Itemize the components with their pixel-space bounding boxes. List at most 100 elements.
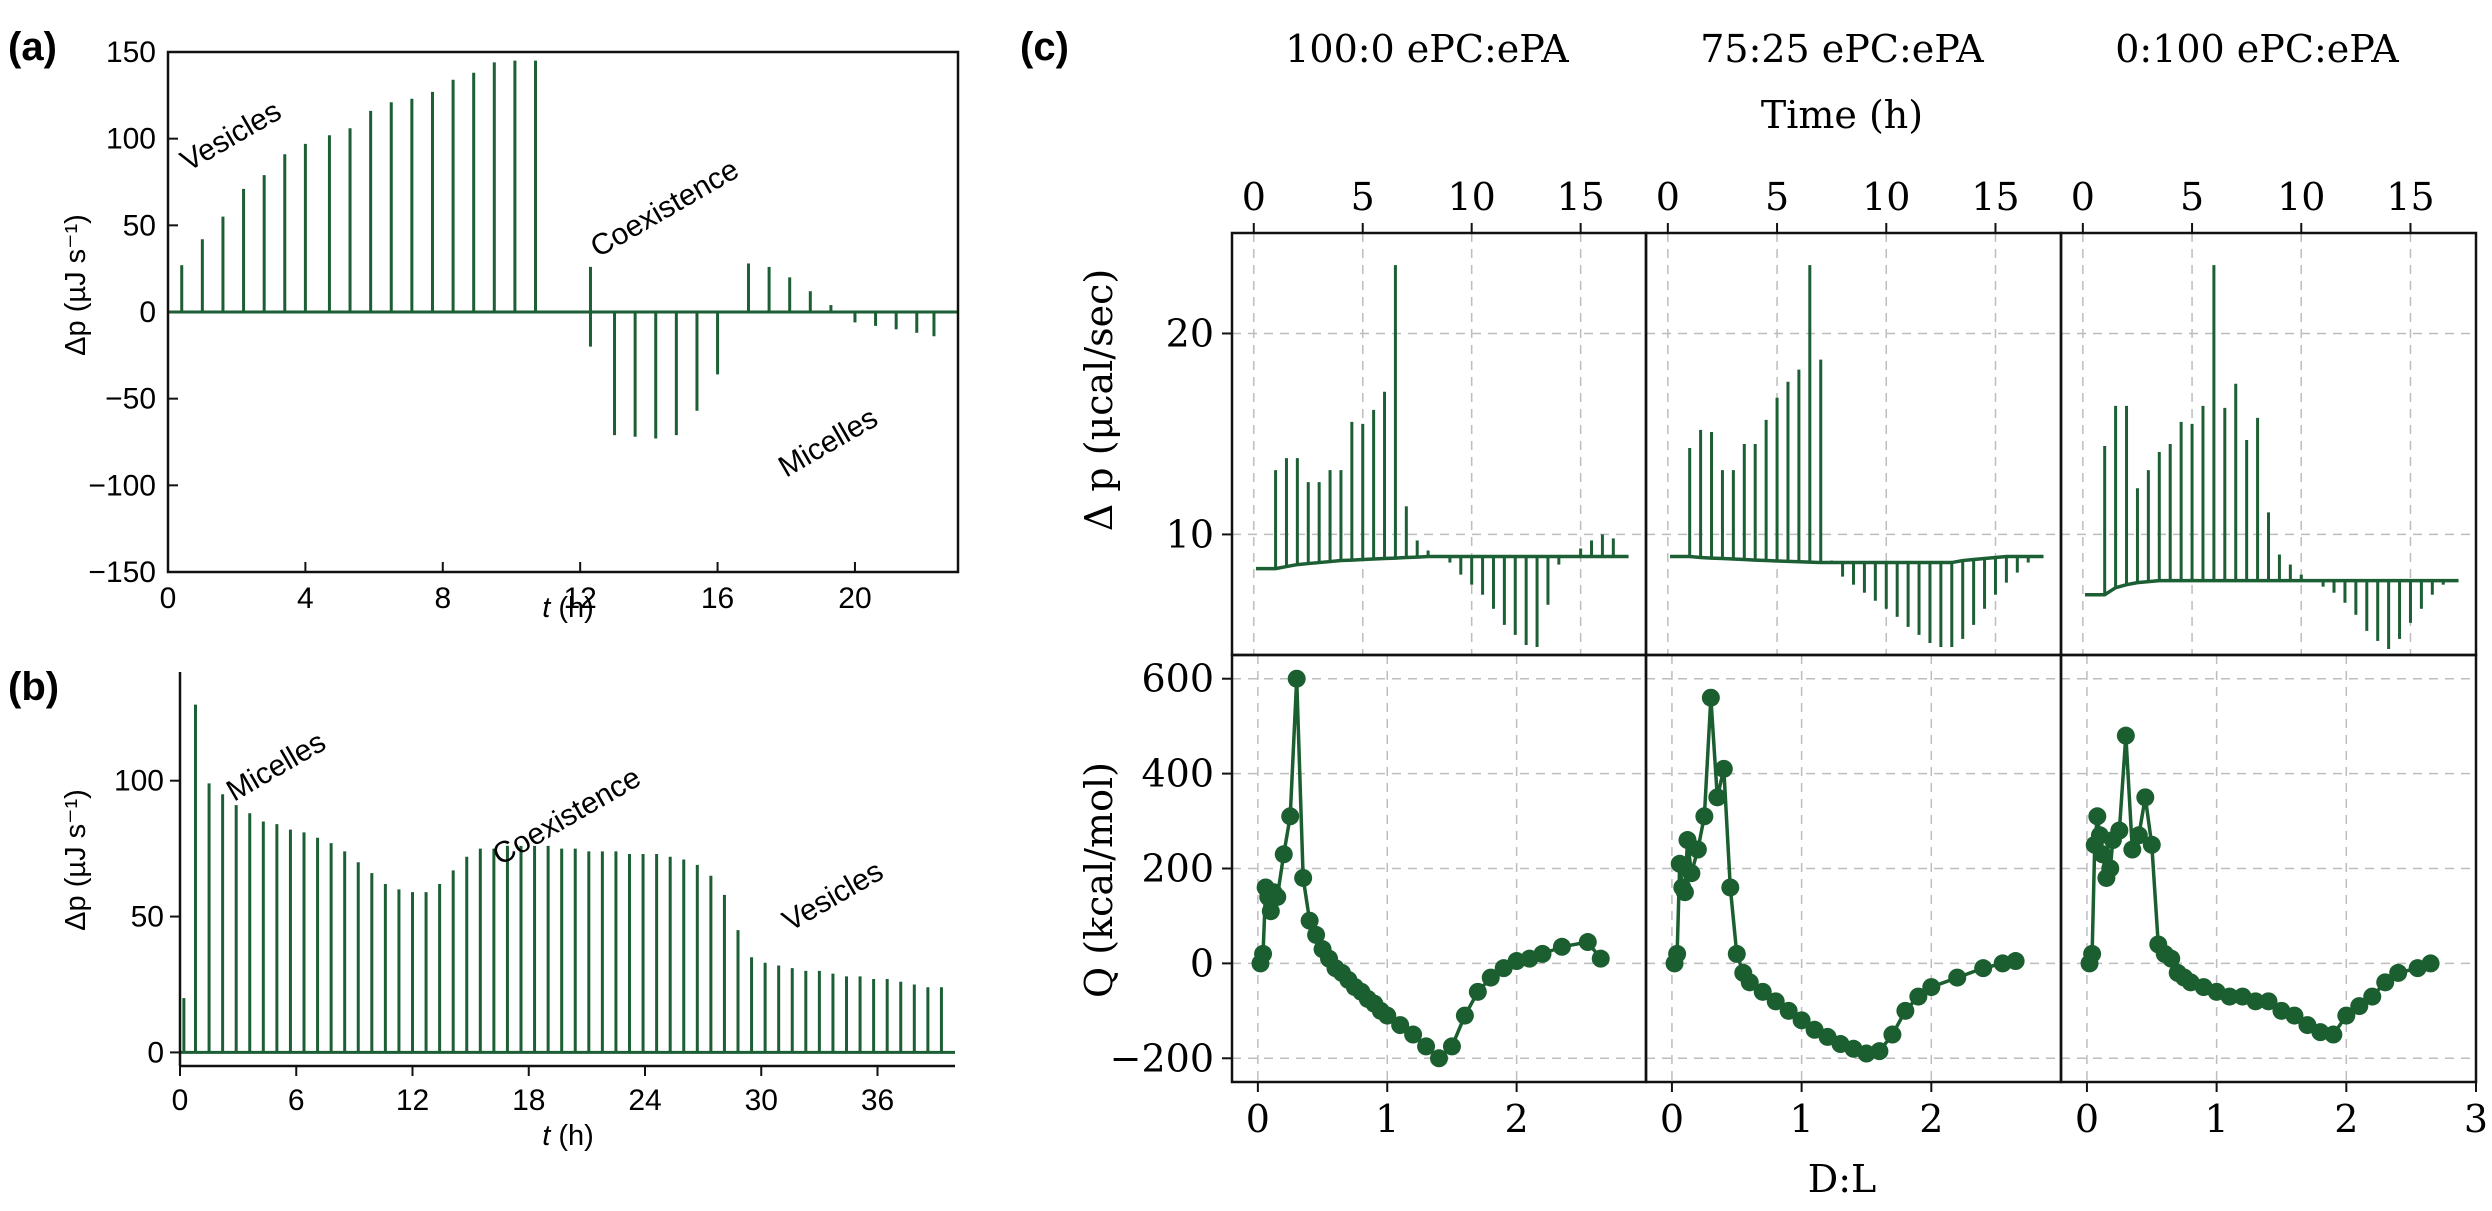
panel-c-top-data	[1255, 265, 2459, 649]
panel-c-title-2: 75:25 ePC:ePA	[1700, 27, 1984, 71]
panel-c-bottom-point-3	[2093, 845, 2112, 864]
panel-b-xlabel: t (h)	[542, 1120, 594, 1152]
panel-c-top-xtick-label: 15	[1971, 175, 2019, 219]
panel-a-xtick-label: 20	[838, 582, 871, 615]
panel-c-bottom-point-1	[1300, 911, 1319, 930]
panel-c-bottom-point-3	[2129, 826, 2148, 845]
panel-c-top-ytick-label: 20	[1166, 311, 1214, 355]
panel-c-bottom-xtick-label: 2	[2334, 1097, 2358, 1141]
panel-c-bottom-point-2	[1753, 982, 1772, 1001]
panel-c-bottom-point-1	[1552, 937, 1571, 956]
panel-c-frames	[1230, 231, 2478, 1084]
panel-c-bottom-xtick-label: 2	[1505, 1097, 1529, 1141]
panel-c-bottom-point-2	[2006, 952, 2025, 971]
panel-c-grid	[1232, 233, 2476, 1082]
panel-c-bottom-point-2	[1909, 987, 1928, 1006]
panel-a-xtick-label: 8	[434, 582, 451, 615]
panel-c-bottom-point-2	[1922, 978, 1941, 997]
panel-b-xlabel-unit: (h)	[550, 1120, 594, 1152]
panel-c-bottom-point-3	[2110, 821, 2129, 840]
panel-b-xtick-label: 36	[861, 1084, 894, 1117]
panel-c-bottom-point-3	[2136, 788, 2155, 807]
panel-c-top-xtick-label: 0	[1242, 175, 1266, 219]
panel-c-bottom-frame-3	[2059, 653, 2478, 1084]
panel-c-top-xtick-label: 10	[1448, 175, 1496, 219]
panel-b-ticks: 0 50 100 0 6 12 18 24 30 36	[114, 765, 894, 1117]
panel-a-ylabel: Δp (µJ s⁻¹)	[60, 214, 92, 356]
panel-c-bottom-point-3	[2162, 949, 2181, 968]
panel-a-xlabel-unit: (h)	[550, 592, 594, 624]
panel-c-bottom-xtick-label: 1	[1375, 1097, 1399, 1141]
panel-c-bottom-point-3	[2088, 807, 2107, 826]
panel-a-xtick-label: 12	[563, 582, 596, 615]
panel-c-top-xtick-label: 0	[1656, 175, 1680, 219]
panel-c-bottom-point-1	[1268, 887, 1287, 906]
panel-b-xtick-label: 0	[172, 1084, 189, 1117]
panel-c-bottom-point-3	[2083, 944, 2102, 963]
panel-c-bottom-point-1	[1274, 845, 1293, 864]
panel-c-bottom-point-1	[1468, 982, 1487, 1001]
panel-c-bottom-point-1	[1430, 1049, 1448, 1068]
panel-c-bottom-point-3	[2142, 835, 2161, 854]
panel-c-bottom-point-1	[1307, 925, 1326, 944]
panel-c-bottom-ytick-label: −200	[1110, 1036, 1214, 1080]
panel-a-ytick-label: 50	[123, 209, 156, 242]
panel-c-bottom-point-2	[1870, 1042, 1889, 1061]
panel-c-top-xtick-label: 5	[1765, 175, 1789, 219]
panel-a-ytick-label: 150	[106, 36, 156, 69]
panel-c-title-3: 0:100 ePC:ePA	[2115, 27, 2399, 71]
panel-c-bottom-point-2	[1766, 992, 1785, 1011]
panel-c-bottom-point-2	[1675, 883, 1694, 902]
panel-c-top-xtick-label: 15	[2386, 175, 2434, 219]
panel-c-ticks: 0 5 10 150 1 20 5 10 150 1 20 5 10 150 1 2 31020−2000200…	[1110, 175, 2488, 1141]
panel-c-bottom-point-1	[1591, 949, 1610, 968]
panel-c-bottom-point-2	[1740, 973, 1759, 992]
panel-c-bottom-point-1	[1254, 944, 1273, 963]
panel-c-bottom-point-3	[2350, 997, 2369, 1016]
panel-a-xlabel: t (h)	[542, 592, 594, 624]
panel-c-bottom-data	[1251, 669, 2440, 1068]
panel-c-bottom-ytick-label: 400	[1141, 752, 1214, 796]
panel-c-bottom-point-2	[1701, 688, 1720, 707]
panel-a-ytick-label: −100	[88, 469, 156, 502]
panel-c-bottom-point-2	[1727, 944, 1746, 963]
panel-a-xtick-label: 16	[701, 582, 734, 615]
panel-c-top-baseline-3	[2085, 578, 2459, 597]
panel-c-bottom-point-3	[2363, 987, 2382, 1006]
panel-b-spikes	[180, 704, 955, 1054]
panel-c-bottom-point-3	[2421, 954, 2440, 973]
panel-c-top-baseline-2	[1670, 554, 2044, 565]
panel-c-bottom-xtick-label: 0	[2075, 1097, 2099, 1141]
panel-b-label: (b)	[8, 665, 59, 709]
panel-a-ytick-label: −150	[88, 556, 156, 589]
panel-c-top-xtick-label: 0	[2071, 175, 2095, 219]
panel-c-title-1: 100:0 ePC:ePA	[1285, 27, 1569, 71]
panel-b-xtick-label: 12	[396, 1084, 429, 1117]
panel-c-bottom-xtick-label: 2	[1919, 1097, 1943, 1141]
panel-c-bottom-point-2	[1948, 968, 1967, 987]
panel-b-ytick-label: 100	[114, 765, 164, 798]
panel-c-bottom-point-1	[1417, 1037, 1436, 1056]
panel-c-bottom-point-2	[1714, 759, 1733, 778]
panel-c-bottom-point-2	[1896, 1001, 1915, 1020]
panel-c-bottom-point-1	[1578, 933, 1597, 952]
panel-c-bottom-point-2	[1695, 807, 1714, 826]
panel-a-xtick-label: 0	[160, 582, 177, 615]
panel-a-label: (a)	[8, 25, 57, 69]
panel-c-bottom-point-3	[2376, 973, 2395, 992]
panel-c-bottom-point-2	[1779, 1001, 1798, 1020]
panel-c-bottom-xtick-label: 0	[1246, 1097, 1270, 1141]
panel-c-top-xtick-label: 10	[1862, 175, 1910, 219]
panel-c-bottom-point-3	[2389, 963, 2408, 982]
panel-c-bottom-point-2	[1682, 864, 1701, 883]
panel-c-bottom-point-1	[1481, 968, 1500, 987]
panel-c-bottom-point-1	[1294, 868, 1313, 887]
panel-b-xlabel-var: t	[542, 1120, 552, 1152]
panel-c-bottom-point-1	[1533, 944, 1552, 963]
panel-b-axes	[178, 672, 955, 1068]
panel-c-top-baseline-1	[1255, 554, 1629, 571]
panel-a-ytick-label: −50	[105, 383, 156, 416]
panel-b-xtick-label: 24	[628, 1084, 661, 1117]
